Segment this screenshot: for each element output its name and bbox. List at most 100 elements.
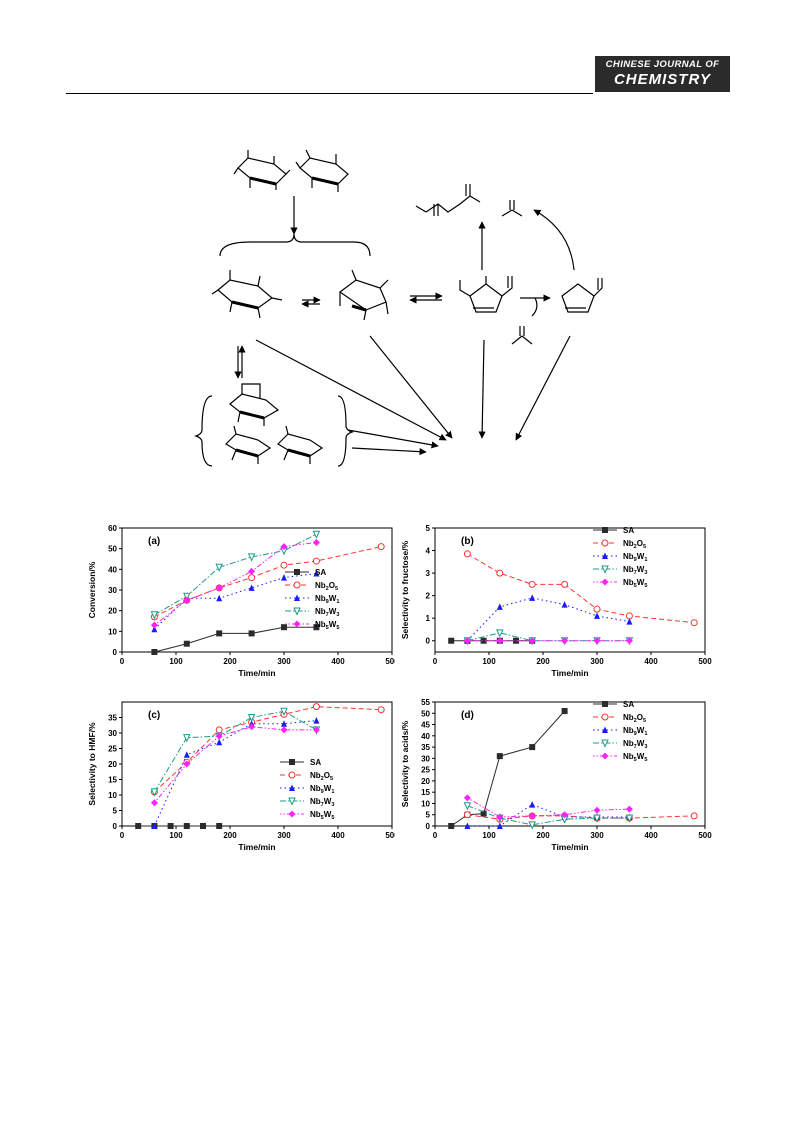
legend-label-Nb9W1: Nb9W1 (623, 726, 647, 737)
x-tick-label: 300 (277, 657, 291, 666)
Nb5W5-point-2 (528, 812, 536, 820)
series-Nb2O5 (463, 550, 698, 627)
x-axis-label: Time/min (238, 842, 275, 852)
series-line-Nb9W1 (153, 720, 317, 827)
glucose-chair-2 (295, 149, 349, 192)
Nb7W3-point-1 (183, 592, 191, 601)
Nb2O5-point-4 (280, 561, 288, 569)
plot-frame (434, 527, 706, 653)
SA-point-legend (602, 527, 608, 533)
Nb5W5-point-5 (312, 538, 320, 546)
Nb5W5-point-0 (150, 799, 158, 807)
SA-point-2 (480, 810, 487, 817)
legend-label-Nb9W1: Nb9W1 (310, 784, 334, 795)
x-tick-label: 100 (482, 831, 496, 840)
Nb5W5-point-0 (463, 637, 471, 645)
SA-point-4 (513, 637, 519, 644)
series-SA (135, 823, 223, 829)
Nb7W3-point-3 (247, 553, 256, 562)
SA-point-2 (216, 630, 223, 637)
legend-label-Nb9W1: Nb9W1 (623, 552, 647, 563)
Nb9W1-point-2 (216, 738, 223, 746)
Nb7W3-point-5 (312, 530, 321, 539)
Nb9W1-point-4 (281, 574, 287, 581)
Nb2O5-point-6 (690, 812, 698, 820)
x-tick-label: 500 (698, 657, 712, 666)
chart-panel-d: 0 100 200 300 400 500 0 5 10 15 20 25 30 35 40 45 50 55 Ti… (398, 694, 713, 862)
series-Nb7W3 (463, 629, 634, 646)
y-tick-label: 4 (426, 547, 431, 556)
Nb2O5-point-6 (690, 619, 698, 627)
x-axis-label: Time/min (238, 668, 275, 678)
Nb5W5-point-5 (625, 805, 633, 813)
y-tick-label: 10 (421, 799, 430, 808)
series-Nb5W5 (150, 538, 320, 629)
x-tick-label: 200 (223, 657, 237, 666)
y-tick-label: 25 (108, 745, 117, 754)
Nb9W1-point-1 (496, 603, 503, 610)
y-tick-label: 0 (113, 822, 118, 831)
Nb2O5-point-5 (312, 557, 320, 565)
y-tick-label: 10 (108, 791, 117, 800)
Nb7W3-point-legend (293, 607, 301, 616)
chart-c-svg: 0 100 200 300 400 500 0 5 10 15 20 25 30 35 Time/min Se… (87, 701, 395, 852)
series-Nb5W5 (150, 723, 320, 807)
arrow-brace-to-humins (347, 429, 439, 449)
Nb9W1-point-0 (151, 625, 158, 633)
Nb9W1-point-legend (294, 594, 300, 601)
Nb5W5-point-4 (280, 726, 288, 734)
y-tick-label: 3 (426, 569, 431, 578)
legend-label-Nb2O5: Nb2O5 (315, 581, 338, 592)
series-line-Nb5W5 (154, 541, 317, 626)
Nb2O5-point-legend (601, 713, 609, 721)
formic-acid (511, 326, 533, 345)
arrow-branch (531, 297, 538, 317)
brace-right (337, 395, 354, 467)
y-tick-label: 35 (108, 714, 117, 723)
Nb9W1-point-3 (561, 601, 568, 608)
x-tick-label: 400 (331, 657, 345, 666)
SA-point-3 (496, 753, 503, 760)
formic-acid-top (501, 200, 523, 217)
Nb5W5-point-1 (496, 637, 504, 645)
plot-frame (434, 701, 706, 827)
Nb9W1-point-2 (216, 594, 223, 602)
Nb5W5-point-3 (561, 811, 569, 819)
series-line-Nb7W3 (467, 805, 630, 826)
Nb5W5-point-1 (496, 813, 504, 821)
Nb2O5-point-legend (288, 771, 296, 779)
SA-point-3 (183, 823, 190, 829)
Nb5W5-point-0 (150, 621, 158, 629)
series-SA (151, 624, 320, 655)
x-tick-label: 0 (433, 831, 438, 840)
Nb9W1-point-0 (151, 822, 158, 829)
y-axis-label: Selectivity to fructose/% (400, 540, 410, 639)
Nb7W3-point-legend (288, 797, 296, 806)
y-tick-label: 50 (421, 709, 430, 718)
Nb2O5-point-legend (293, 581, 301, 589)
series-line-SA (450, 710, 565, 827)
furfural-ring (561, 278, 603, 313)
legend: SA Nb2O5 Nb9W1 Nb7W3 Nb5W5 (280, 758, 334, 821)
legend-label-SA: SA (315, 568, 326, 577)
y-tick-label: 30 (108, 729, 117, 738)
Nb9W1-point-5 (626, 618, 633, 625)
legend-label-Nb2O5: Nb2O5 (623, 713, 646, 724)
Nb2O5-point-5 (312, 703, 320, 711)
Nb9W1-point-4 (594, 612, 600, 619)
x-tick-label: 500 (385, 657, 395, 666)
series-line-Nb5W5 (467, 797, 630, 818)
x-tick-label: 300 (277, 831, 291, 840)
Nb9W1-point-1 (183, 751, 190, 758)
arrow-brace-to-humins-2 (351, 447, 427, 456)
chart-panel-c: 0 100 200 300 400 500 0 5 10 15 20 25 30 35 Time/min Se… (85, 694, 395, 862)
Nb2O5-point-0 (463, 811, 471, 819)
x-tick-label: 200 (536, 657, 550, 666)
Nb7W3-point-4 (593, 814, 601, 823)
Nb2O5-point-legend (601, 539, 609, 547)
y-tick-label: 0 (426, 822, 431, 831)
legend-label-SA: SA (623, 700, 634, 709)
y-tick-label: 50 (108, 545, 117, 554)
y-tick-label: 40 (421, 732, 430, 741)
Nb5W5-point-5 (625, 637, 633, 645)
